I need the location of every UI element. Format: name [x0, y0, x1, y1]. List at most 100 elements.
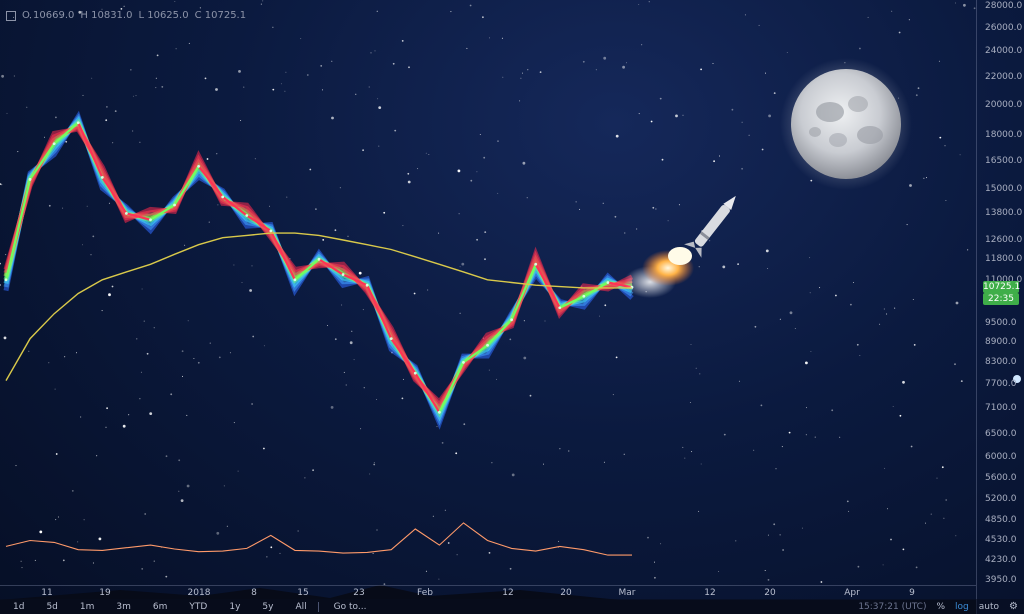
price-tick: 3950.0: [985, 575, 1017, 585]
price-point: [28, 177, 32, 181]
price-segment: [366, 284, 393, 340]
price-segment: [462, 344, 489, 364]
time-axis[interactable]: 11 19 2018 8 15 23 Feb 12 20 Mar 12 20 Apr 9: [0, 585, 976, 599]
price-plot[interactable]: [0, 0, 976, 585]
price-tick: 11000.0: [985, 274, 1023, 285]
time-tick: 8: [251, 588, 257, 598]
gear-icon[interactable]: ⚙: [1009, 601, 1018, 612]
price-point: [341, 273, 345, 276]
range-button-1y[interactable]: 1y: [229, 601, 241, 612]
price-tick: 28000.0: [985, 1, 1023, 11]
price-point: [510, 318, 514, 322]
price-tick: 6000.0: [985, 452, 1017, 463]
range-button-ytd[interactable]: YTD: [189, 601, 208, 612]
price-segment: [269, 230, 296, 281]
price-tick: 7700.0: [985, 379, 1017, 390]
time-tick: 23: [353, 588, 365, 598]
price-tick: 9500.0: [985, 317, 1017, 328]
price-segment: [414, 372, 441, 413]
price-tick: 5200.0: [985, 494, 1017, 505]
price-segment: [222, 195, 248, 217]
price-tick: 6500.0: [985, 429, 1017, 440]
price-segment: [77, 122, 104, 178]
low-value: L 10625.0: [138, 10, 189, 21]
collapse-icon[interactable]: [6, 10, 16, 21]
price-point: [365, 283, 369, 287]
time-tick: 15: [297, 588, 309, 598]
price-segment: [583, 281, 609, 298]
bottom-toolbar: 1d 5d 1m 3m 6m YTD 1y 5y All Go to... 15:37:21 (U…: [0, 599, 1024, 614]
price-point: [173, 203, 176, 207]
range-button-all[interactable]: All: [295, 601, 307, 612]
price-tick: 8300.0: [985, 357, 1017, 368]
price-segment: [53, 121, 79, 145]
range-button-6m[interactable]: 6m: [152, 601, 168, 612]
utc-clock: 15:37:21 (UTC): [858, 601, 927, 612]
price-segment: [294, 258, 320, 281]
price-tick: 11800.0: [985, 254, 1023, 265]
price-segment: [101, 176, 128, 214]
price-point: [197, 164, 201, 168]
price-segment: [342, 273, 368, 287]
price-point: [558, 306, 562, 310]
time-tick: 20: [764, 588, 776, 598]
price-tick: 20000.0: [985, 99, 1023, 110]
price-tick: 5600.0: [985, 472, 1017, 483]
time-tick: 2018: [187, 588, 211, 598]
price-axis[interactable]: 28000.0 26000.0 24000.0 22000.0 20000.0 18000…: [976, 0, 1024, 614]
goto-button[interactable]: Go to...: [333, 601, 367, 612]
toolbar-right: 15:37:21 (UTC) % log auto ⚙: [858, 599, 1018, 614]
price-point: [437, 410, 441, 414]
time-tick: 20: [560, 588, 572, 598]
price-point: [4, 278, 8, 282]
price-point: [293, 278, 297, 282]
time-tick: 11: [41, 588, 53, 598]
price-tick: 7100.0: [985, 403, 1017, 414]
price-segment: [173, 165, 200, 206]
price-tick: 18000.0: [985, 130, 1023, 141]
time-tick: 12: [704, 588, 716, 598]
price-point: [124, 211, 128, 215]
price-tick: 24000.0: [985, 46, 1023, 57]
close-value: C 10725.1: [194, 10, 247, 21]
time-tick: Apr: [844, 588, 860, 598]
range-button-5d[interactable]: 5d: [46, 601, 58, 612]
open-value: O 10669.0: [22, 10, 75, 21]
price-segment: [126, 212, 151, 221]
percent-toggle[interactable]: %: [936, 601, 946, 612]
price-tick: 4850.0: [985, 514, 1017, 525]
time-tick: Mar: [618, 588, 636, 598]
price-tick: 26000.0: [985, 22, 1023, 33]
price-point: [100, 176, 104, 179]
toolbar-divider: [317, 601, 319, 612]
countdown-label: 22:35: [983, 293, 1019, 305]
price-point: [606, 281, 610, 284]
last-price-label: 10725.1: [983, 281, 1021, 293]
ribbon-band: [3, 126, 634, 406]
range-button-1d[interactable]: 1d: [13, 601, 25, 612]
range-button-3m[interactable]: 3m: [116, 601, 131, 612]
price-segment: [149, 204, 176, 221]
price-tick: 22000.0: [985, 71, 1023, 82]
price-segment: [246, 214, 272, 232]
price-segment: [486, 318, 513, 346]
auto-toggle[interactable]: auto: [978, 601, 1000, 612]
price-point: [317, 257, 321, 261]
time-tick: 12: [502, 588, 514, 598]
price-segment: [390, 338, 417, 374]
price-point: [269, 229, 273, 233]
range-button-5y[interactable]: 5y: [262, 601, 274, 612]
range-button-1m[interactable]: 1m: [79, 601, 95, 612]
price-tick: 12600.0: [985, 235, 1023, 246]
price-segment: [559, 295, 585, 309]
price-point: [486, 343, 489, 347]
price-tick: 15000.0: [985, 183, 1023, 194]
price-point: [149, 218, 152, 222]
price-tick: 4230.0: [985, 554, 1017, 565]
price-point: [76, 121, 80, 125]
price-point: [245, 214, 249, 217]
log-toggle[interactable]: log: [955, 601, 969, 612]
price-point: [582, 294, 586, 298]
